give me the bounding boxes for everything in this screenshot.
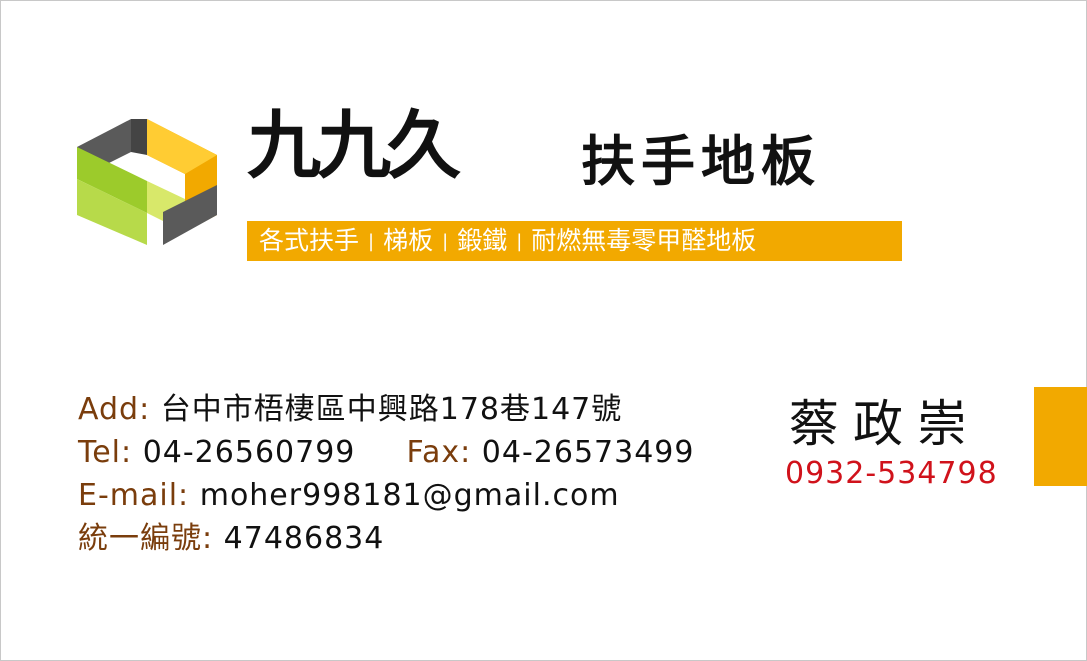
tax-id-line: 統一編號: 47486834	[78, 524, 384, 554]
services-bar: 各式扶手 | 梯板 | 鍛鐵 | 耐燃無毒零甲醛地板	[247, 221, 902, 261]
separator: |	[368, 231, 375, 252]
address-label: Add:	[78, 392, 151, 427]
tax-id-value: 47486834	[223, 521, 385, 556]
tax-id-label: 統一編號:	[78, 521, 214, 556]
email-label: E-mail:	[78, 478, 190, 513]
tel-label: Tel:	[78, 435, 133, 470]
fax-value: 04-26573499	[481, 435, 695, 470]
mobile-number[interactable]: 0932-534798	[785, 456, 998, 491]
separator: |	[516, 231, 523, 252]
email-line: E-mail: moher998181@gmail.com	[78, 481, 620, 511]
fax-label: Fax:	[406, 435, 472, 470]
company-logo-icon	[77, 119, 217, 245]
accent-bar	[1034, 387, 1087, 486]
address-line: Add: 台中市梧棲區中興路178巷147號	[78, 395, 622, 425]
brand-name-large: 九九久	[247, 103, 461, 189]
email-value[interactable]: moher998181@gmail.com	[199, 478, 620, 513]
separator: |	[442, 231, 449, 252]
brand-name-small: 扶手地板	[581, 130, 821, 193]
service-item: 耐燃無毒零甲醛地板	[531, 226, 757, 255]
service-item: 鍛鐵	[457, 226, 508, 255]
tel-value: 04-26560799	[142, 435, 356, 470]
person-name: 蔡政崇	[789, 395, 981, 453]
phone-line: Tel: 04-26560799 Fax: 04-26573499	[78, 438, 694, 468]
service-item: 各式扶手	[259, 226, 360, 255]
address-value: 台中市梧棲區中興路178巷147號	[160, 392, 623, 427]
service-item: 梯板	[383, 226, 434, 255]
